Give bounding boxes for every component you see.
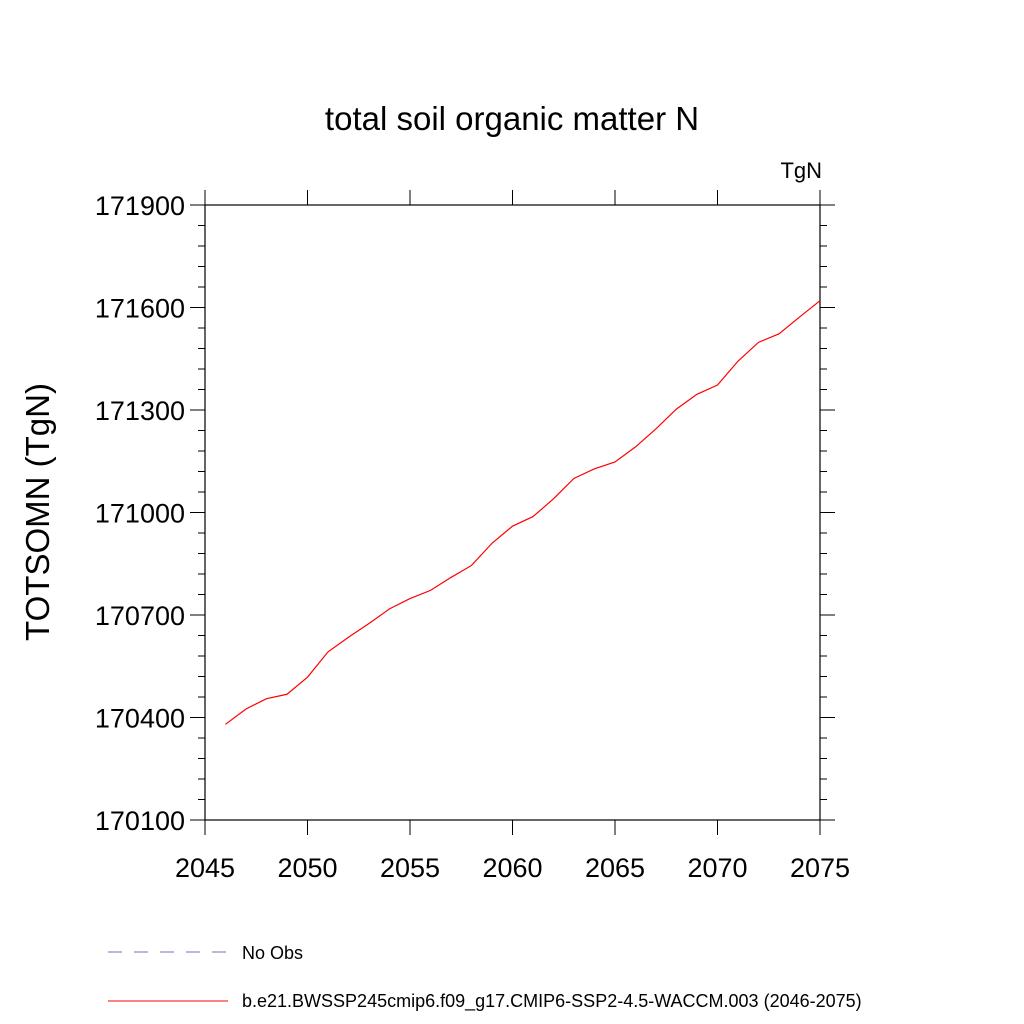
x-tick-label: 2060 bbox=[482, 853, 542, 883]
x-tick-label: 2045 bbox=[175, 853, 235, 883]
legend-label-model-run: b.e21.BWSSP245cmip6.f09_g17.CMIP6-SSP2-4… bbox=[242, 991, 862, 1011]
series-line-0 bbox=[225, 300, 821, 725]
x-tick-label: 2050 bbox=[277, 853, 337, 883]
y-tick-label: 171900 bbox=[95, 191, 185, 221]
chart-title: total soil organic matter N bbox=[324, 100, 700, 137]
y-tick-label: 170400 bbox=[95, 704, 185, 734]
y-tick-label: 171300 bbox=[95, 396, 185, 426]
x-tick-label: 2055 bbox=[380, 853, 440, 883]
legend-label-no-obs: No Obs bbox=[242, 943, 304, 963]
x-tick-label: 2070 bbox=[687, 853, 747, 883]
y-tick-label: 170100 bbox=[95, 806, 185, 836]
x-tick-label: 2065 bbox=[585, 853, 645, 883]
y-tick-label: 171000 bbox=[95, 499, 185, 529]
units-label: TgN bbox=[780, 158, 822, 183]
y-tick-label: 171600 bbox=[95, 294, 185, 324]
y-tick-label: 170700 bbox=[95, 601, 185, 631]
plot-frame bbox=[204, 204, 821, 821]
x-tick-label: 2075 bbox=[790, 853, 850, 883]
